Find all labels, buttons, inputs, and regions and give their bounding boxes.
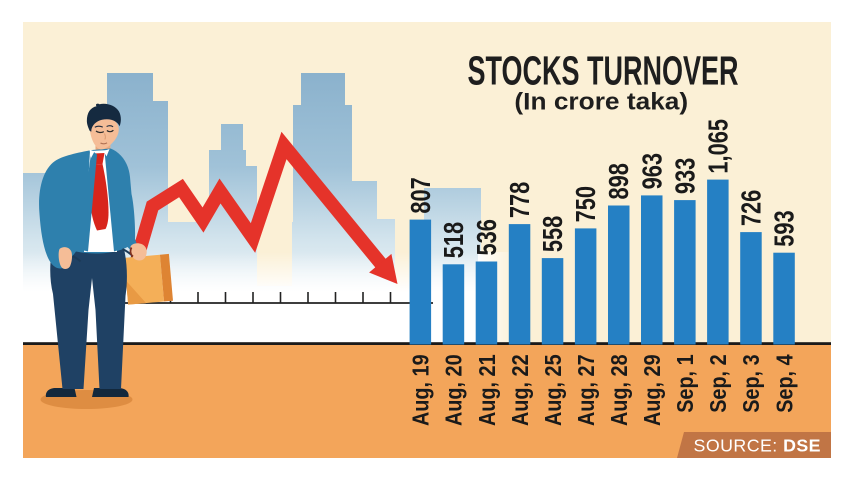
svg-text:Sep, 1: Sep, 1 [673, 354, 699, 413]
svg-text:Aug, 19: Aug, 19 [408, 354, 434, 426]
svg-text:(In crore taka): (In crore taka) [514, 89, 688, 116]
svg-text:518: 518 [438, 222, 469, 259]
svg-text:593: 593 [769, 210, 800, 246]
svg-text:Aug, 28: Aug, 28 [607, 354, 633, 426]
svg-text:536: 536 [472, 219, 503, 255]
svg-text:Sep, 2: Sep, 2 [706, 354, 732, 413]
svg-text:558: 558 [538, 216, 569, 253]
svg-text:STOCKS TURNOVER: STOCKS TURNOVER [468, 49, 739, 94]
svg-text:778: 778 [505, 182, 536, 219]
svg-text:1,065: 1,065 [703, 119, 734, 174]
svg-text:Aug, 21: Aug, 21 [475, 354, 501, 426]
svg-text:750: 750 [571, 186, 602, 222]
svg-text:963: 963 [637, 153, 668, 189]
svg-text:726: 726 [736, 190, 767, 226]
svg-text:807: 807 [405, 177, 436, 213]
svg-text:Aug, 27: Aug, 27 [574, 354, 600, 426]
svg-text:Aug, 29: Aug, 29 [640, 354, 666, 426]
svg-text:SOURCE: DSE: SOURCE: DSE [694, 436, 821, 456]
svg-text:898: 898 [604, 163, 635, 200]
svg-text:Aug, 25: Aug, 25 [541, 354, 567, 426]
svg-text:Sep, 4: Sep, 4 [772, 354, 798, 413]
svg-text:933: 933 [670, 158, 701, 194]
svg-text:Aug, 20: Aug, 20 [441, 354, 467, 426]
svg-text:Sep, 3: Sep, 3 [739, 354, 765, 413]
svg-text:Aug, 22: Aug, 22 [508, 354, 534, 426]
